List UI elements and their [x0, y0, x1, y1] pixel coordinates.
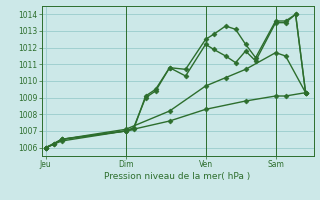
X-axis label: Pression niveau de la mer( hPa ): Pression niveau de la mer( hPa ) [104, 172, 251, 181]
